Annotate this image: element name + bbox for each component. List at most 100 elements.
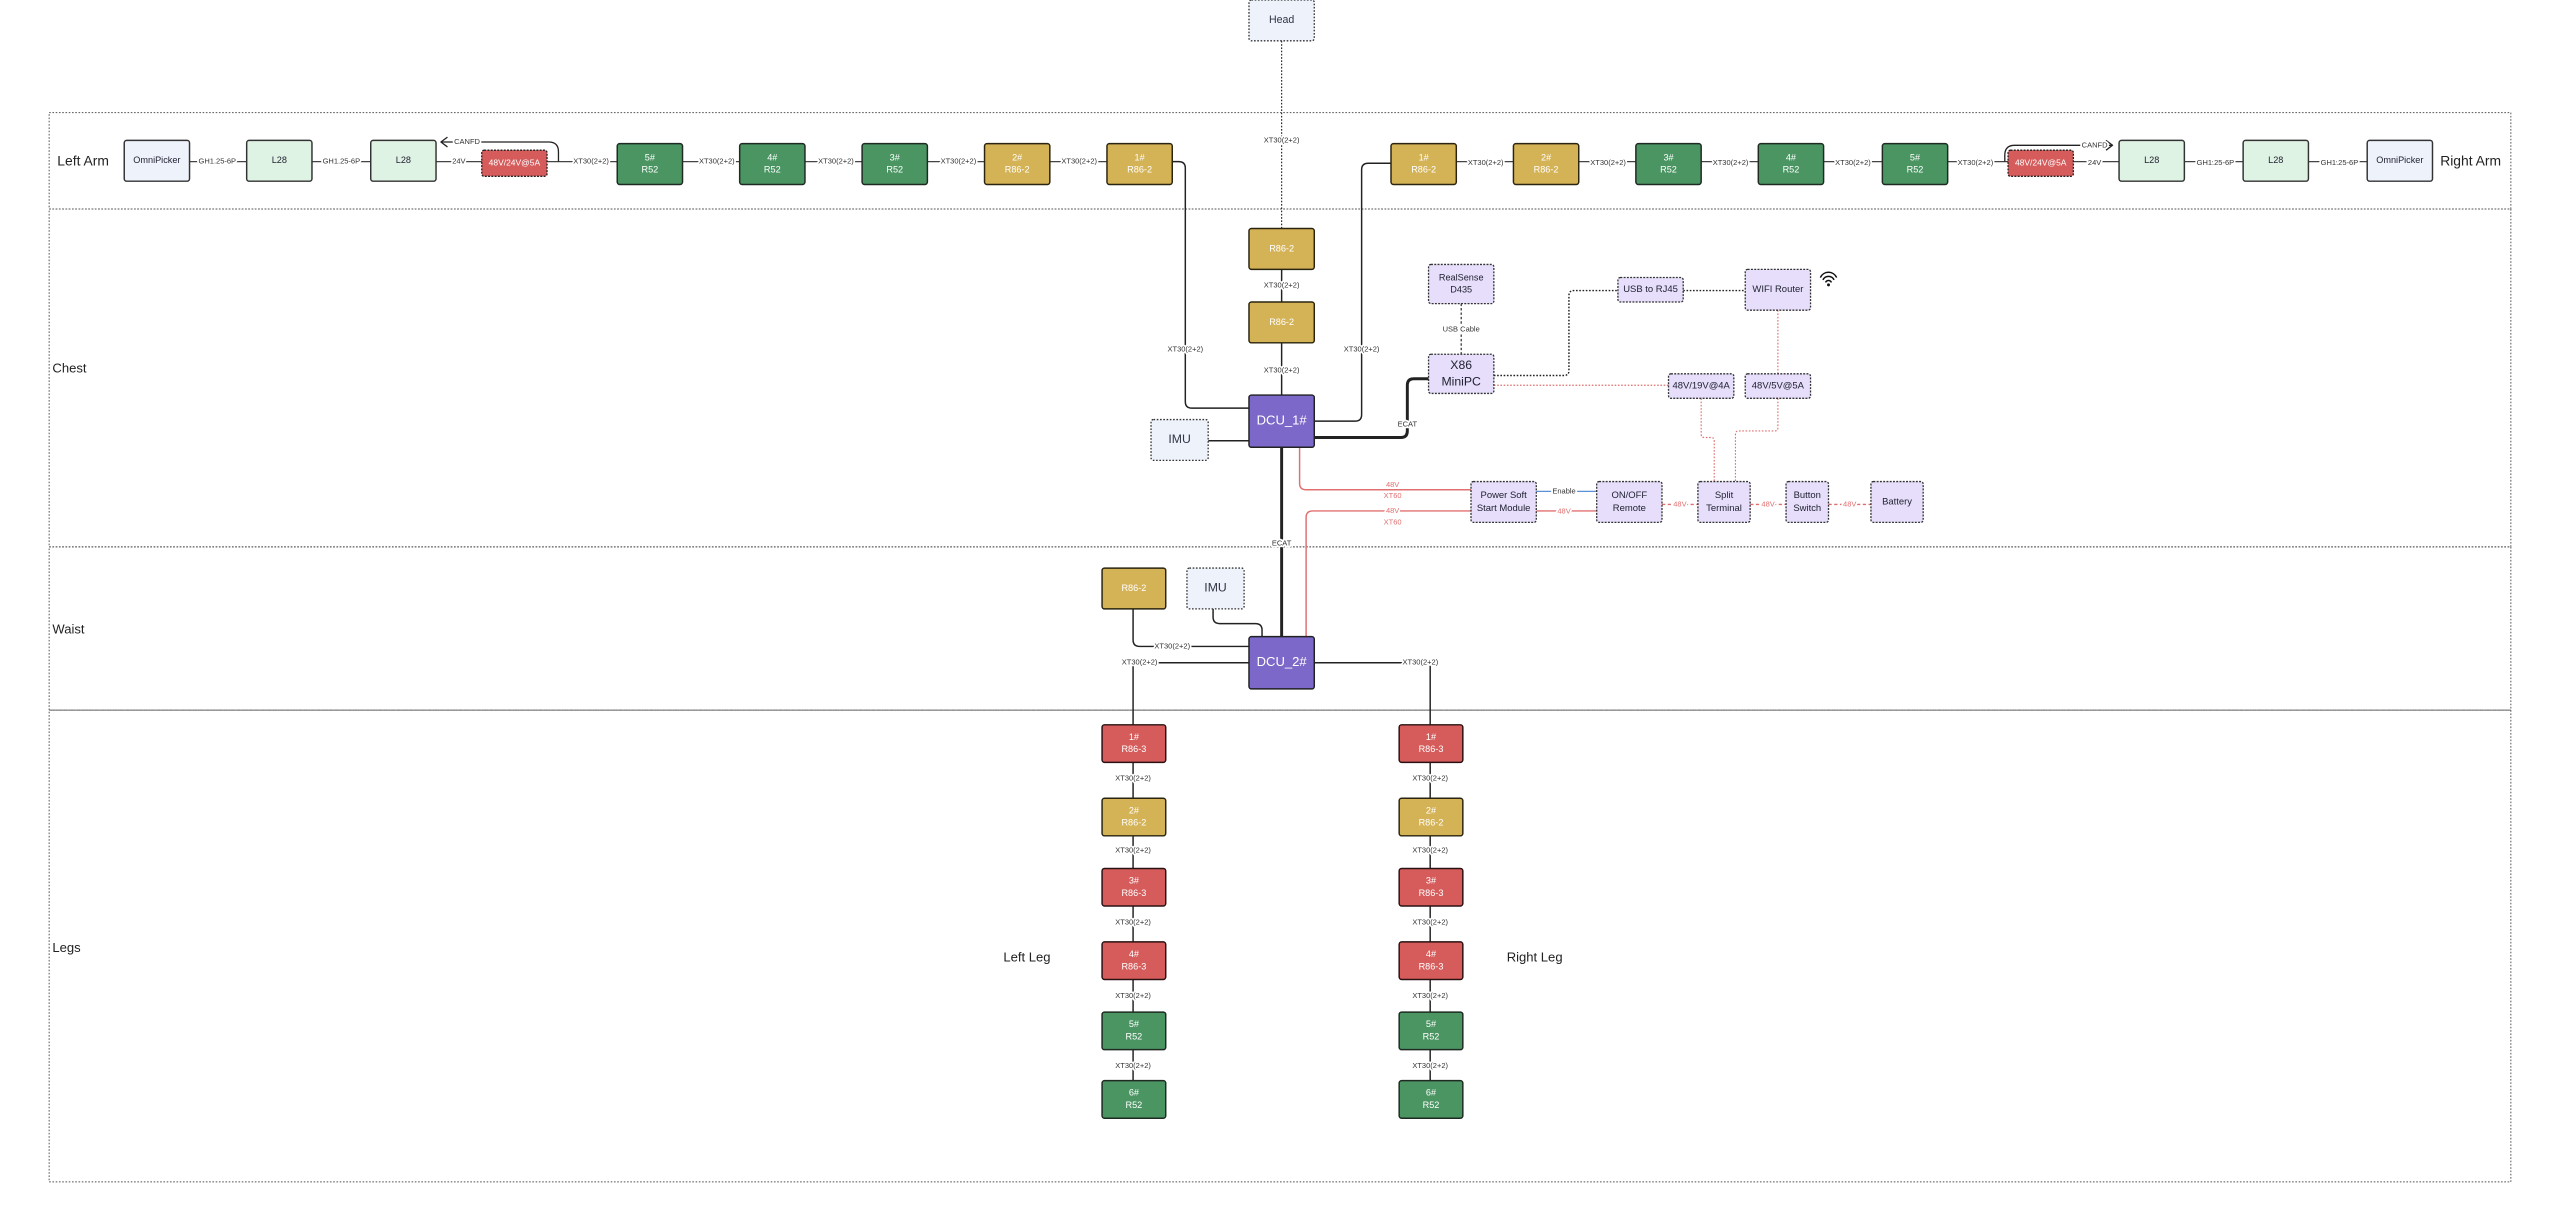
button-switch[interactable]: Button Switch xyxy=(1785,480,1830,524)
left-leg-node-5-label: 5# xyxy=(1129,1019,1140,1029)
converter-48v-19v[interactable]: 48V/19V@4A xyxy=(1667,373,1735,399)
connector-label: XT30(2+2) xyxy=(1412,917,1448,926)
left-leg-node-4-box xyxy=(1101,941,1167,981)
waist-r86-box xyxy=(1101,567,1167,610)
right-arm-node-4-label: R52 xyxy=(1783,165,1800,175)
right-arm-node-7[interactable]: L28 xyxy=(2118,139,2186,182)
xt60-line-b xyxy=(1305,510,1471,637)
left-arm-node-9-label: R86-2 xyxy=(1127,165,1152,175)
right-arm-node-5[interactable]: 5#R52 xyxy=(1881,142,1949,186)
left-leg-node-4-label: R86-3 xyxy=(1121,961,1146,971)
right-arm-node-2[interactable]: 2# R86-2 xyxy=(1512,142,1580,186)
right-arm-node-3-label: 3# xyxy=(1663,152,1674,162)
minipc-to-usb-rj45 xyxy=(1493,289,1618,377)
chest-r86-bottom[interactable]: R86-2 xyxy=(1248,301,1316,344)
left-leg-node-4[interactable]: 4# R86-3 xyxy=(1101,941,1167,981)
waist-imu-box xyxy=(1186,567,1245,610)
right-leg-node-1-label: R86-3 xyxy=(1419,744,1444,754)
imu2-to-dcu2 xyxy=(1212,608,1263,637)
left-leg-node-6[interactable]: 6#R52 xyxy=(1101,1079,1167,1119)
dcu-1[interactable]: DCU_1# xyxy=(1248,394,1316,449)
right-leg-node-5[interactable]: 5#R52 xyxy=(1398,1011,1464,1051)
connector-label: Enable xyxy=(1552,486,1575,495)
realsense-d435[interactable]: RealSense D435 xyxy=(1427,263,1495,305)
connector-label: 24V xyxy=(2088,158,2101,167)
left-arm-node-7[interactable]: 3#R52 xyxy=(861,142,929,186)
right-leg-node-1[interactable]: 1# R86-3 xyxy=(1398,724,1464,764)
left-leg-node-5[interactable]: 5#R52 xyxy=(1101,1011,1167,1051)
left-arm-node-4[interactable]: 48V/24V@5A xyxy=(481,149,548,177)
chest-imu[interactable]: IMU xyxy=(1150,418,1209,461)
right-leg-node-6[interactable]: 6#R52 xyxy=(1398,1079,1464,1119)
connector-label: XT30(2+2) xyxy=(1958,158,1994,167)
left-leg-node-3[interactable]: 3# R86-3 xyxy=(1101,867,1167,907)
left-arm-node-9[interactable]: 1# R86-2 xyxy=(1106,142,1173,186)
connector-label: XT30(2+2) xyxy=(1412,1061,1448,1070)
chest-r86-bottom-box xyxy=(1248,301,1316,344)
head-node[interactable]: Head xyxy=(1248,0,1315,42)
battery-box xyxy=(1870,480,1924,524)
waist-imu[interactable]: IMU xyxy=(1186,567,1245,610)
right-canfd-line xyxy=(2004,144,2113,162)
head-node-label: Head xyxy=(1269,14,1294,26)
left-leg-node-2[interactable]: 2# R86-2 xyxy=(1101,797,1167,837)
connections xyxy=(189,40,2368,1081)
right-leg-node-2-box xyxy=(1398,797,1464,837)
right-leg-node-2[interactable]: 2# R86-2 xyxy=(1398,797,1464,837)
right-arm-node-9[interactable]: OmniPicker xyxy=(2366,139,2434,182)
waist-r86-label: R86-2 xyxy=(1121,583,1146,593)
section-label-right-arm: Right Arm xyxy=(2440,152,2501,168)
right-leg-node-4-label: 4# xyxy=(1426,949,1437,959)
right-arm-node-2-box xyxy=(1512,142,1580,186)
left-arm-node-6[interactable]: 4#R52 xyxy=(738,142,806,186)
connector-label: XT30(2+2) xyxy=(818,157,854,166)
connector-label: 24V xyxy=(452,157,465,166)
split-terminal[interactable]: Split Terminal xyxy=(1697,480,1751,524)
onoff-remote[interactable]: ON/OFF Remote xyxy=(1596,480,1663,524)
wifi-icon xyxy=(1819,271,1838,287)
connector-label: CANFD xyxy=(454,137,480,146)
section-label-left-arm: Left Arm xyxy=(57,152,109,168)
onoff-remote-label: Remote xyxy=(1613,503,1646,514)
right-arm-node-3[interactable]: 3#R52 xyxy=(1635,142,1702,186)
left-arm-node-8-label: 2# xyxy=(1012,152,1023,162)
right-leg-node-3[interactable]: 3# R86-3 xyxy=(1398,867,1464,907)
connector-label: XT30(2+2) xyxy=(941,157,977,166)
split-terminal-box xyxy=(1697,480,1751,524)
left-leg-node-1[interactable]: 1# R86-3 xyxy=(1101,724,1167,764)
right-arm-node-7-box xyxy=(2118,139,2186,182)
battery[interactable]: Battery xyxy=(1870,480,1924,524)
x86-minipc[interactable]: X86 MiniPC xyxy=(1427,353,1495,395)
right-arm-node-1-label: 1# xyxy=(1419,152,1430,162)
converter-48v-5v[interactable]: 48V/5V@5A xyxy=(1744,373,1812,399)
right-arm-node-1[interactable]: 1# R86-2 xyxy=(1390,142,1458,186)
left-leg-node-3-label: R86-3 xyxy=(1121,888,1146,898)
section-legs xyxy=(48,709,2512,1183)
right-arm-node-4[interactable]: 4#R52 xyxy=(1757,142,1825,186)
left-arm-node-1[interactable]: OmniPicker xyxy=(123,139,191,182)
left-arm-node-8[interactable]: 2# R86-2 xyxy=(983,142,1051,186)
right-arm-node-6[interactable]: 48V/24V@5A xyxy=(2007,149,2075,177)
left-arm-node-5[interactable]: 5#R52 xyxy=(616,142,684,186)
power-soft-start-module[interactable]: Power Soft Start Module xyxy=(1470,480,1537,524)
right-leg-node-5-label: 5# xyxy=(1426,1019,1437,1029)
right-leg-node-4[interactable]: 4# R86-3 xyxy=(1398,941,1464,981)
chest-r86-top[interactable]: R86-2 xyxy=(1248,227,1316,271)
connector-label: 48V xyxy=(1673,499,1686,508)
right-leg-node-5-box xyxy=(1398,1011,1464,1051)
right-arm-node-8[interactable]: L28 xyxy=(2242,139,2310,182)
left-arm-node-3[interactable]: L28 xyxy=(370,139,437,182)
left-arm-node-2[interactable]: L28 xyxy=(245,139,313,182)
connector-label: XT30(2+2) xyxy=(1713,158,1749,167)
dcu-2[interactable]: DCU_2# xyxy=(1248,635,1316,690)
usb-to-rj45-label: USB to RJ45 xyxy=(1623,284,1678,295)
connector-label: XT30(2+2) xyxy=(1115,1061,1151,1070)
right-arm-node-2-label: 2# xyxy=(1541,152,1552,162)
x86-minipc-box xyxy=(1427,353,1495,395)
right-arm-node-5-box xyxy=(1881,142,1949,186)
wifi-arc xyxy=(1824,279,1833,283)
wifi-router[interactable]: WIFI Router xyxy=(1744,268,1812,311)
usb-to-rj45[interactable]: USB to RJ45 xyxy=(1617,276,1684,303)
connector-label: XT30(2+2) xyxy=(1115,845,1151,854)
waist-r86[interactable]: R86-2 xyxy=(1101,567,1167,610)
